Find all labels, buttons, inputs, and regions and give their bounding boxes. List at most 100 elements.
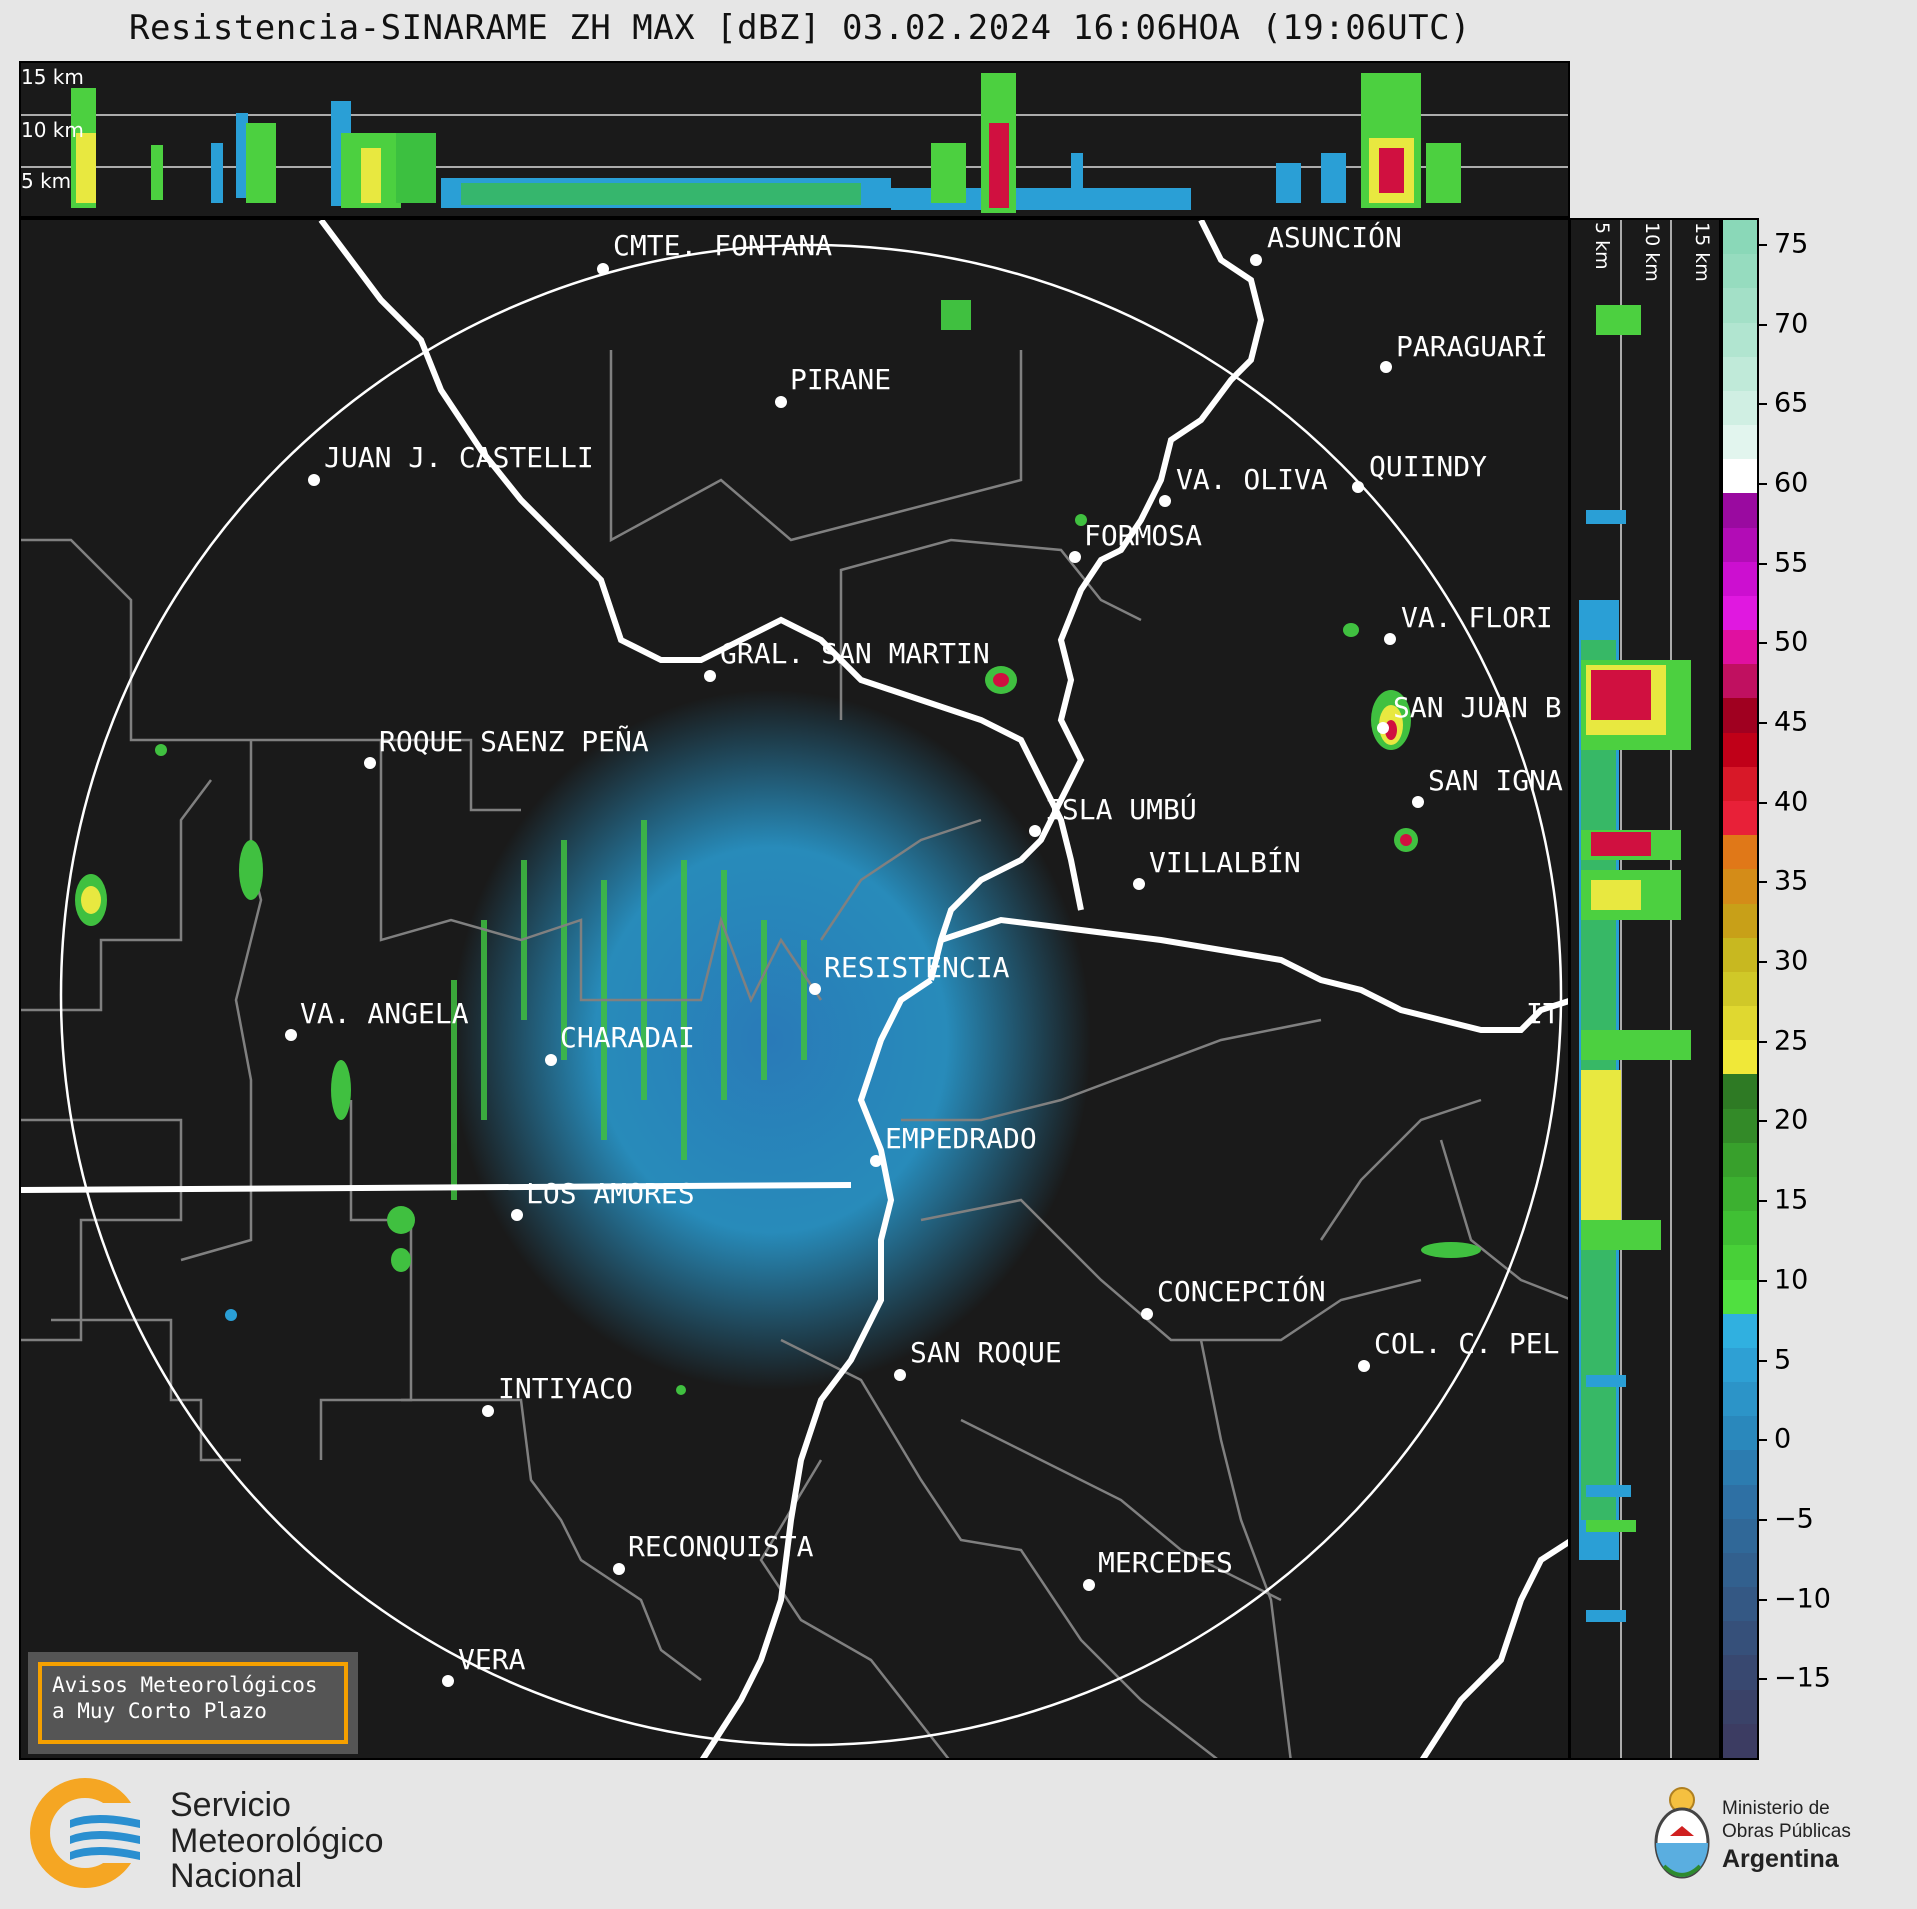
smn-line-3: Nacional xyxy=(170,1857,303,1896)
colorbar-tick xyxy=(1759,482,1767,485)
aviso-box-inner: Avisos Meteorológicos a Muy Corto Plazo xyxy=(38,1662,348,1744)
ministry-line-3: Argentina xyxy=(1722,1844,1839,1873)
colorbar-segment xyxy=(1723,1382,1757,1418)
city-dot xyxy=(1412,796,1424,808)
colorbar-segment xyxy=(1723,971,1757,1008)
city-label: SAN JUAN B xyxy=(1393,691,1562,724)
colorbar-segment xyxy=(1723,1484,1757,1520)
city-label: VERA xyxy=(458,1643,526,1676)
colorbar-tick xyxy=(1759,1200,1767,1203)
colorbar-tick-label: 15 xyxy=(1774,1184,1809,1216)
city-dot xyxy=(1029,825,1041,837)
city-dot xyxy=(308,474,320,486)
city-dot xyxy=(482,1405,494,1417)
colorbar-segment xyxy=(1723,698,1757,734)
smn-line-1: Servicio xyxy=(170,1786,291,1824)
colorbar-segment xyxy=(1723,1245,1757,1281)
colorbar-segment xyxy=(1723,561,1757,597)
range-ring xyxy=(59,243,1563,1747)
colorbar-segment xyxy=(1723,1587,1757,1623)
colorbar-tick-label: 40 xyxy=(1774,786,1809,818)
colorbar-segment xyxy=(1723,220,1757,256)
city-label: VILLALBÍN xyxy=(1149,846,1301,879)
side-cross-section-panel: 5 km 10 km 15 km xyxy=(1569,218,1721,1760)
colorbar-segment xyxy=(1723,903,1757,939)
city-dot xyxy=(704,670,716,682)
colorbar-segment xyxy=(1723,1518,1757,1554)
colorbar-tick-label: −5 xyxy=(1774,1503,1814,1535)
city-label: PIRANE xyxy=(790,363,892,396)
colorbar-segment xyxy=(1723,459,1757,495)
city-label: CHARADAI xyxy=(560,1021,695,1054)
city-label: JUAN J. CASTELLI xyxy=(324,441,594,474)
colorbar-segment xyxy=(1723,1108,1757,1144)
top-height-label-15km: 15 km xyxy=(21,65,84,89)
city-dot xyxy=(1141,1308,1153,1320)
city-dot xyxy=(1384,633,1396,645)
ministry-line-2: Obras Públicas xyxy=(1722,1820,1851,1842)
city-label: ROQUE SAENZ PEÑA xyxy=(379,725,649,758)
ministry-name: Ministerio de Obras Públicas Argentina xyxy=(1722,1798,1851,1874)
colorbar-segment xyxy=(1723,425,1757,461)
city-label: ASUNCIÓN xyxy=(1267,221,1402,254)
city-dot xyxy=(613,1563,625,1575)
smn-logo-icon xyxy=(30,1778,140,1888)
city-label: RECONQUISTA xyxy=(628,1530,814,1563)
city-label: EMPEDRADO xyxy=(885,1122,1037,1155)
aviso-box[interactable]: Avisos Meteorológicos a Muy Corto Plazo xyxy=(28,1652,358,1754)
colorbar-segment xyxy=(1723,664,1757,700)
city-dot xyxy=(511,1209,523,1221)
colorbar-tick xyxy=(1759,562,1767,565)
colorbar-segment xyxy=(1723,1211,1757,1247)
colorbar-tick-label: 50 xyxy=(1774,626,1809,658)
colorbar-segment xyxy=(1723,630,1757,666)
colorbar-tick xyxy=(1759,642,1767,645)
city-dot xyxy=(894,1369,906,1381)
ministry-line-1: Ministerio de xyxy=(1722,1798,1830,1819)
city-dot xyxy=(1358,1360,1370,1372)
colorbar-tick xyxy=(1759,323,1767,326)
city-label: RESISTENCIA xyxy=(824,951,1010,984)
colorbar-segment xyxy=(1723,937,1757,973)
colorbar-tick-label: 65 xyxy=(1774,387,1809,419)
rivers-and-borders xyxy=(21,220,1568,1758)
smn-line-2: Meteorológico xyxy=(170,1821,384,1860)
city-dot xyxy=(597,263,609,275)
colorbar-tick-label: 35 xyxy=(1774,865,1809,897)
city-dot xyxy=(1083,1579,1095,1591)
colorbar-tick xyxy=(1759,1518,1767,1521)
boundaries xyxy=(21,350,1568,1758)
dbz-colorbar xyxy=(1721,218,1759,1760)
colorbar-segment xyxy=(1723,1313,1757,1349)
colorbar-tick xyxy=(1759,881,1767,884)
colorbar-tick xyxy=(1759,1359,1767,1362)
city-label: VA. ANGELA xyxy=(300,997,469,1030)
colorbar-tick xyxy=(1759,243,1767,246)
colorbar-segment xyxy=(1723,1416,1757,1452)
colorbar-segment xyxy=(1723,390,1757,427)
colorbar-tick xyxy=(1759,403,1767,406)
city-label: QUIINDY xyxy=(1369,450,1488,483)
city-label: VA. OLIVA xyxy=(1176,463,1328,496)
colorbar-segment xyxy=(1723,1689,1757,1725)
colorbar-tick xyxy=(1759,1439,1767,1442)
colorbar-tick-label: −10 xyxy=(1774,1583,1831,1615)
colorbar-segment xyxy=(1723,1279,1757,1315)
colorbar-tick-label: 20 xyxy=(1774,1104,1809,1136)
colorbar-segment xyxy=(1723,801,1757,837)
colorbar-tick xyxy=(1759,961,1767,964)
city-dot xyxy=(1377,722,1389,734)
colorbar-segment xyxy=(1723,254,1757,290)
city-label: INTIYACO xyxy=(498,1372,633,1405)
radar-map-graphic xyxy=(21,220,1568,1758)
colorbar-tick-label: 25 xyxy=(1774,1025,1809,1057)
city-dot xyxy=(809,983,821,995)
city-label: SAN ROQUE xyxy=(910,1336,1062,1369)
city-label: VA. FLORI xyxy=(1401,601,1553,634)
colorbar-tick xyxy=(1759,722,1767,725)
city-label: GRAL. SAN MARTIN xyxy=(720,637,990,670)
colorbar-segment xyxy=(1723,1040,1757,1076)
colorbar-segment xyxy=(1723,1621,1757,1657)
colorbar-tick-label: 10 xyxy=(1774,1264,1809,1296)
colorbar-segment xyxy=(1723,322,1757,358)
